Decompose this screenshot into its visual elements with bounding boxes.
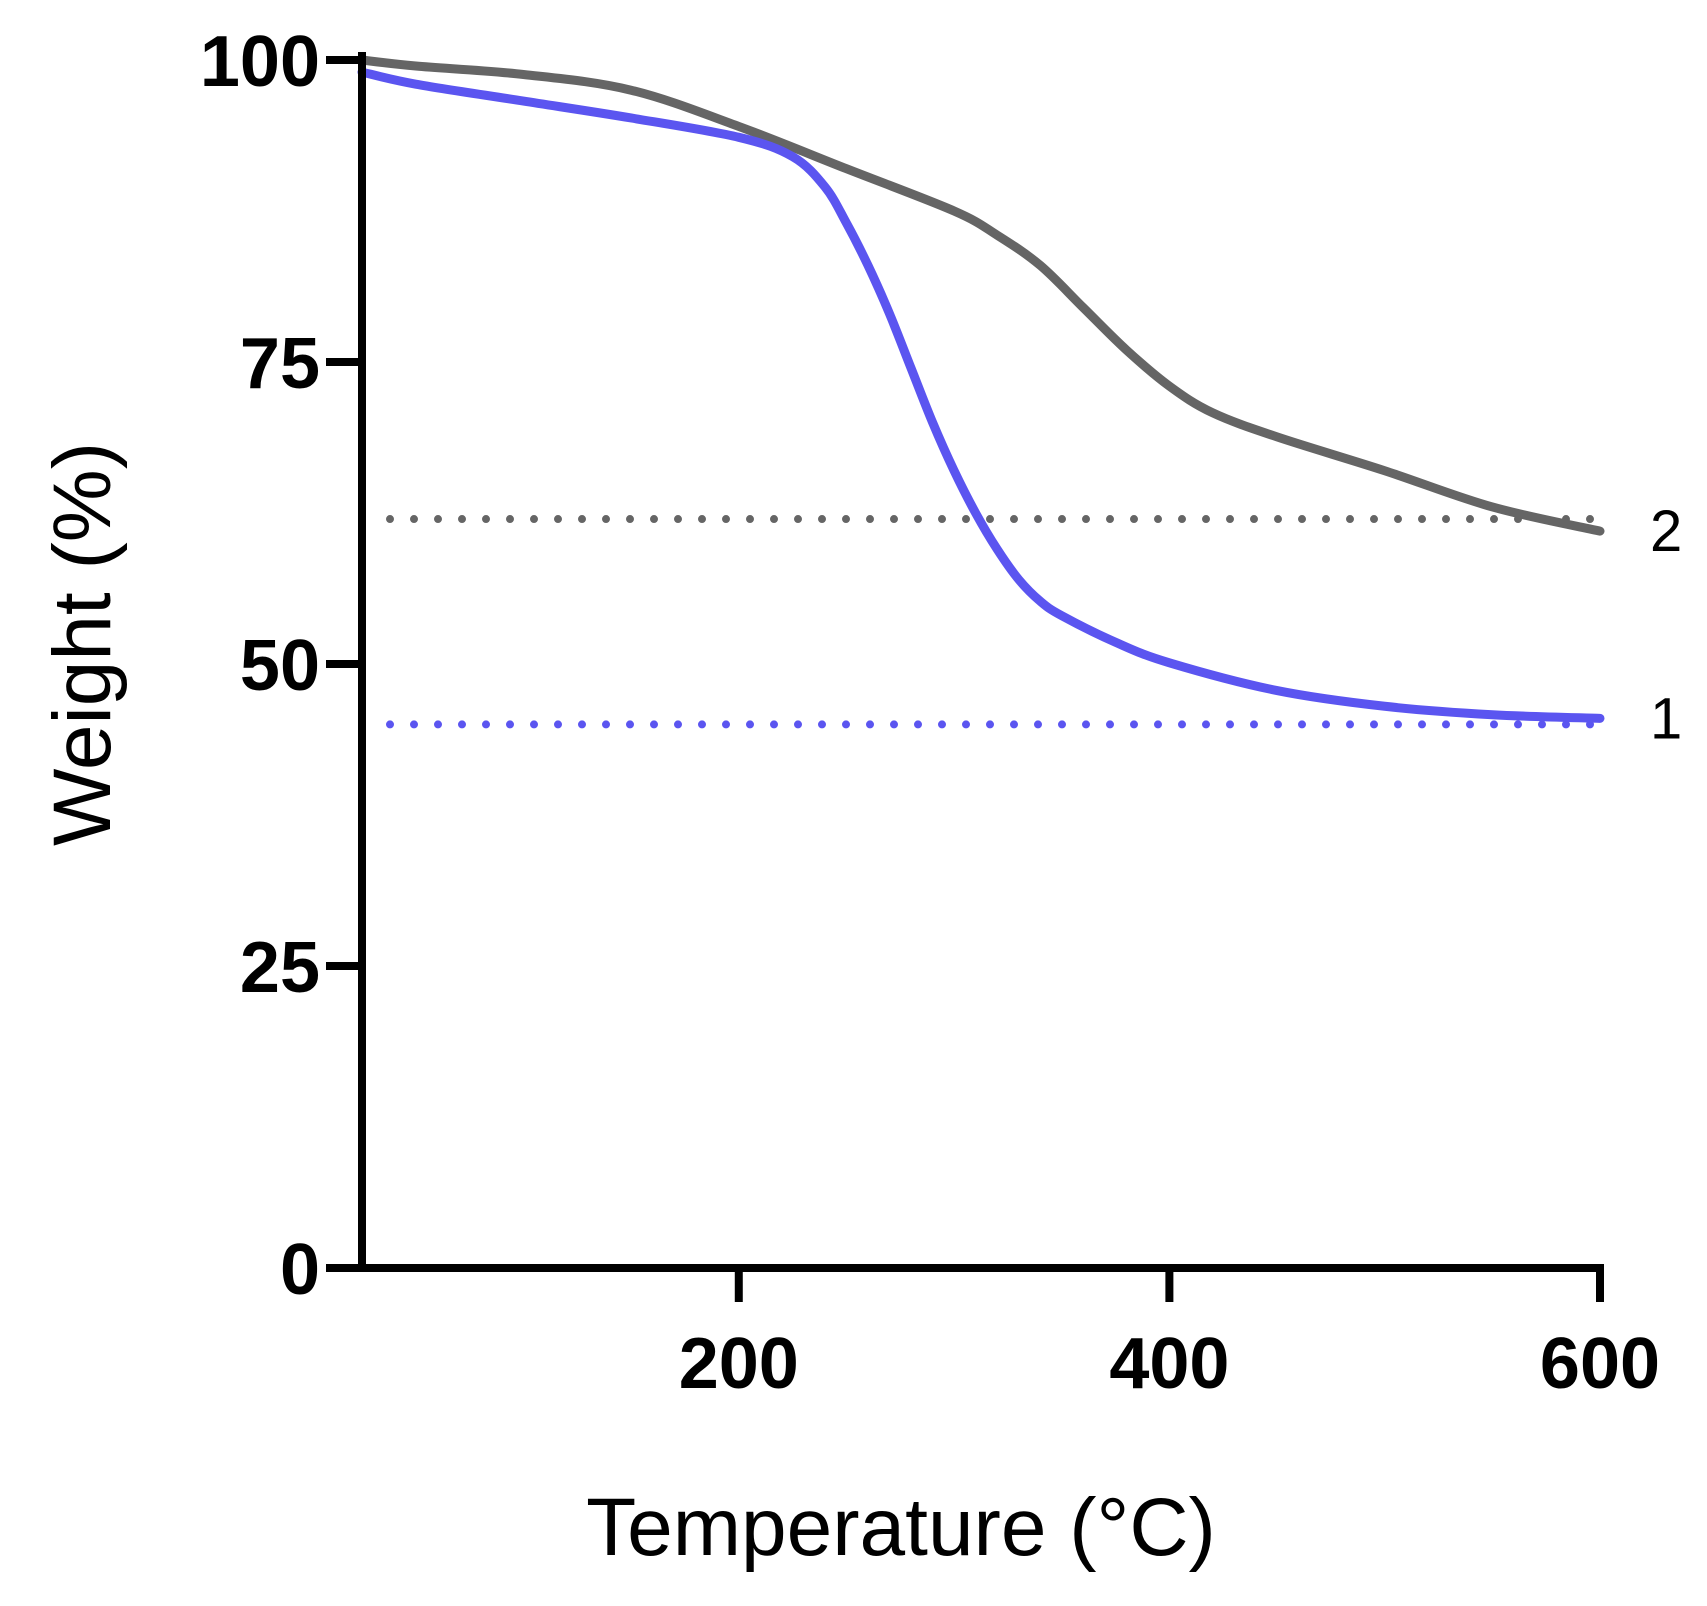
x-tick-label-200: 200 — [679, 1324, 799, 1404]
x-ticks: 200 400 600 — [679, 1268, 1660, 1404]
y-ticks: 0 25 50 75 100 — [200, 22, 362, 1310]
y-tick-label-0: 0 — [280, 1230, 320, 1310]
x-tick-label-600: 600 — [1540, 1324, 1660, 1404]
series-end-labels: 12 — [1650, 499, 1682, 751]
reference-lines — [386, 515, 1596, 729]
series-label-2: 2 — [1650, 499, 1682, 564]
series-layer — [357, 55, 1605, 723]
series-line-2 — [357, 55, 1605, 536]
axes — [358, 52, 1604, 1272]
x-tick-label-400: 400 — [1109, 1324, 1229, 1404]
y-axis-title: Weight (%) — [37, 442, 128, 846]
x-axis-title: Temperature (°C) — [586, 1482, 1216, 1573]
y-tick-label-50: 50 — [240, 626, 320, 706]
series-line-1 — [357, 67, 1605, 723]
y-tick-label-75: 75 — [240, 324, 320, 404]
y-tick-label-25: 25 — [240, 928, 320, 1008]
series-label-1: 1 — [1650, 686, 1682, 751]
y-tick-label-100: 100 — [200, 22, 320, 102]
